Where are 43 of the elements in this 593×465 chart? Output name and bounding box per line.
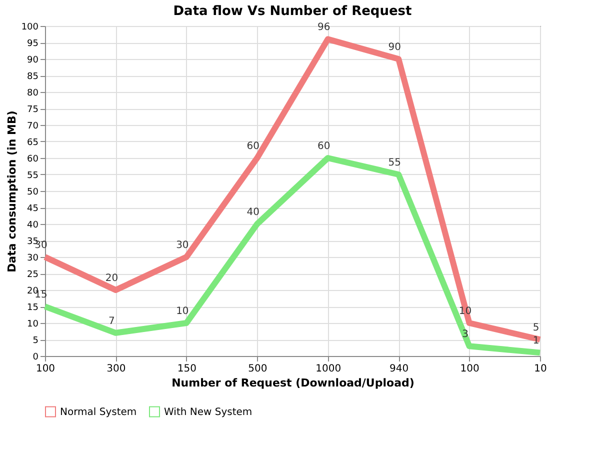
x-tick-label: 150: [177, 364, 196, 374]
y-tick-label: 100: [21, 22, 39, 32]
legend-label: Normal System: [60, 406, 137, 418]
x-tick-label: 940: [390, 364, 409, 374]
y-tick-label: 40: [27, 220, 39, 230]
data-label: 20: [105, 273, 118, 284]
legend-label: With New System: [164, 406, 252, 418]
data-label: 90: [388, 42, 401, 53]
data-label: 7: [108, 316, 115, 327]
y-tick-label: 55: [27, 171, 38, 181]
y-tick-label: 95: [27, 39, 38, 49]
x-axis-title: Number of Request (Download/Upload): [172, 376, 414, 390]
chart-title: Data flow Vs Number of Request: [173, 4, 412, 19]
data-label: 96: [317, 22, 330, 34]
x-tick-label: 10: [534, 364, 547, 374]
data-label: 10: [176, 306, 189, 317]
data-label: 60: [317, 141, 330, 152]
y-tick-label: 50: [27, 188, 39, 198]
data-label: 30: [176, 240, 189, 251]
y-tick-label: 15: [27, 303, 38, 313]
data-label: 5: [532, 322, 540, 334]
y-tick-label: 85: [27, 72, 38, 82]
y-tick-label: 70: [27, 122, 39, 132]
y-tick-label: 30: [27, 254, 39, 264]
y-tick-label: 60: [27, 154, 39, 164]
x-tick-label: 300: [106, 364, 126, 374]
y-axis-title: Data consumption (in MB): [5, 110, 18, 272]
y-tick-label: 80: [27, 88, 39, 98]
y-tick-label: 25: [27, 270, 38, 280]
data-label: 40: [246, 207, 260, 218]
y-tick-label: 75: [27, 105, 38, 115]
x-tick-label: 500: [248, 364, 268, 374]
y-tick-label: 65: [27, 138, 38, 148]
data-label: 3: [462, 329, 468, 340]
x-tick-label: 100: [460, 364, 480, 374]
x-tick-label: 1000: [316, 364, 342, 374]
y-tick-label: 45: [27, 204, 38, 214]
y-tick-label: 5: [32, 336, 38, 346]
y-tick-label: 90: [27, 56, 39, 66]
data-label: 60: [246, 141, 260, 152]
data-label: 55: [388, 158, 401, 168]
y-tick-label: 10: [27, 320, 39, 330]
y-tick-label: 0: [32, 352, 39, 362]
